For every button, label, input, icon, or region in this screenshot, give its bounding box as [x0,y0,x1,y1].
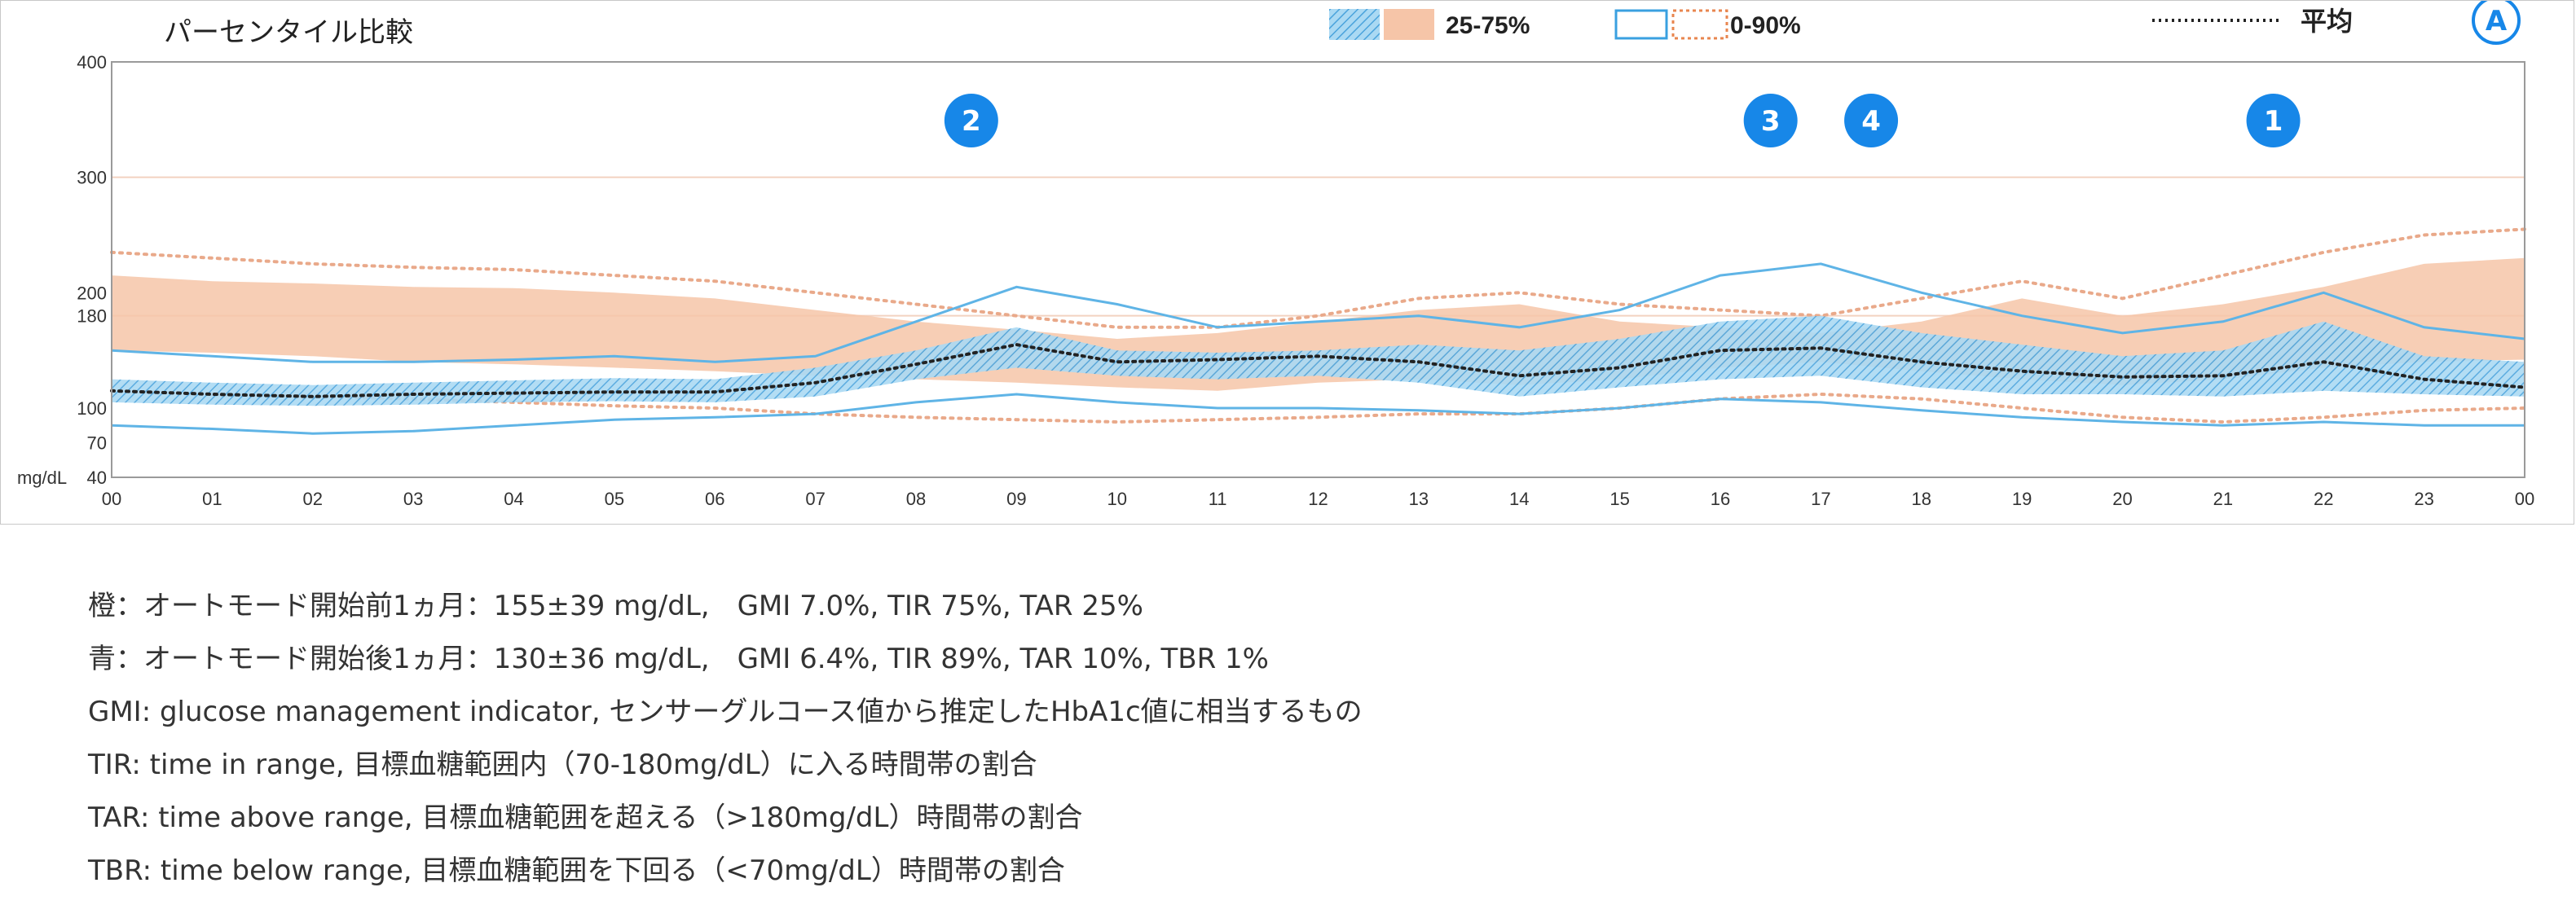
x-tick-label: 13 [1409,489,1429,509]
legend-swatch-blue-iqr [1329,9,1380,40]
plot-frame [111,61,2525,478]
chart-title: パーセンタイル比較 [164,16,413,49]
x-tick-label: 16 [1711,489,1730,509]
x-tick-label: 22 [2314,489,2333,509]
legend-swatch-orange-iqr [1384,9,1434,40]
x-tick-label: 08 [906,489,926,509]
x-tick-label: 06 [705,489,724,509]
legend-label-mean: 平均 [2301,6,2353,37]
x-tick-label: 18 [1912,489,1931,509]
marker-3-badge [1743,94,1798,147]
x-tick-label: 20 [2112,489,2132,509]
y-tick-label: 300 [77,168,107,188]
note-gmi: GMI: glucose management indicator, センサーグ… [88,696,1363,728]
x-tick-label: 09 [1006,489,1026,509]
y-tick-label: 200 [77,283,107,303]
x-tick-label: 04 [504,489,523,509]
blue-p90-line [111,262,2525,363]
x-tick-label: 00 [2515,489,2534,509]
x-tick-label: 02 [303,489,323,509]
blue-iqr-band [112,315,2525,406]
x-tick-label: 05 [605,489,624,509]
x-tick-label: 00 [102,489,121,509]
legend-swatch-orange-range [1671,9,1728,40]
blue-mean-line [110,343,2526,398]
x-tick-label: 01 [202,489,222,509]
marker-1-label: 1 [2264,105,2283,138]
orange-p90-line [110,227,2526,329]
chart-panel: 40 70 100 180 200 300 400 mg/dL 00 01 02 03 04 05 06 07… [0,0,2574,525]
x-tick-label: 07 [805,489,825,509]
y-tick-label: 70 [87,433,107,454]
marker-2-badge [944,94,998,147]
legend-label-25-75: 25-75% [1446,12,1530,39]
legend-label-0-90: 0-90% [1730,12,1801,39]
y-unit-label: mg/dL [17,468,67,488]
y-tick-label: 400 [77,52,107,72]
note-tar: TAR: time above range, 目標血糖範囲を超える（>180mg… [88,802,1083,834]
x-tick-label: 15 [1609,489,1629,509]
marker-4-badge [1844,94,1899,147]
notes-block: 橙：オートモード開始前1ヵ月：155±39 mg/dL, GMI 7.0%, T… [88,580,1363,898]
corner-badge-label: A [2486,5,2508,37]
marker-2-label: 2 [962,105,981,138]
y-tick-label: 40 [87,468,107,488]
x-tick-label: 10 [1107,489,1127,509]
x-tick-label: 12 [1308,489,1328,509]
y-tick-label: 180 [77,306,107,327]
x-tick-label: 11 [1209,489,1227,509]
x-tick-label: 17 [1811,489,1830,509]
x-tick-label: 03 [403,489,423,509]
note-blue: 青：オートモード開始後1ヵ月：130±36 mg/dL, GMI 6.4%, T… [88,643,1269,675]
note-orange: 橙：オートモード開始前1ヵ月：155±39 mg/dL, GMI 7.0%, T… [88,590,1143,622]
x-tick-label: 21 [2213,489,2233,509]
legend-swatch-blue-range [1614,9,1668,40]
x-tick-label: 23 [2414,489,2433,509]
marker-4-label: 4 [1861,105,1881,138]
x-tick-label: 19 [2012,489,2032,509]
marker-3-label: 3 [1761,105,1781,138]
marker-1-badge [2246,94,2301,147]
x-tick-label: 14 [1509,489,1529,509]
note-tbr: TBR: time below range, 目標血糖範囲を下回る（<70mg/… [88,854,1065,887]
note-tir: TIR: time in range, 目標血糖範囲内（70-180mg/dL）… [88,749,1037,781]
blue-p5-line [111,393,2525,435]
corner-badge-ring [2472,1,2521,45]
y-tick-label: 100 [77,398,107,419]
